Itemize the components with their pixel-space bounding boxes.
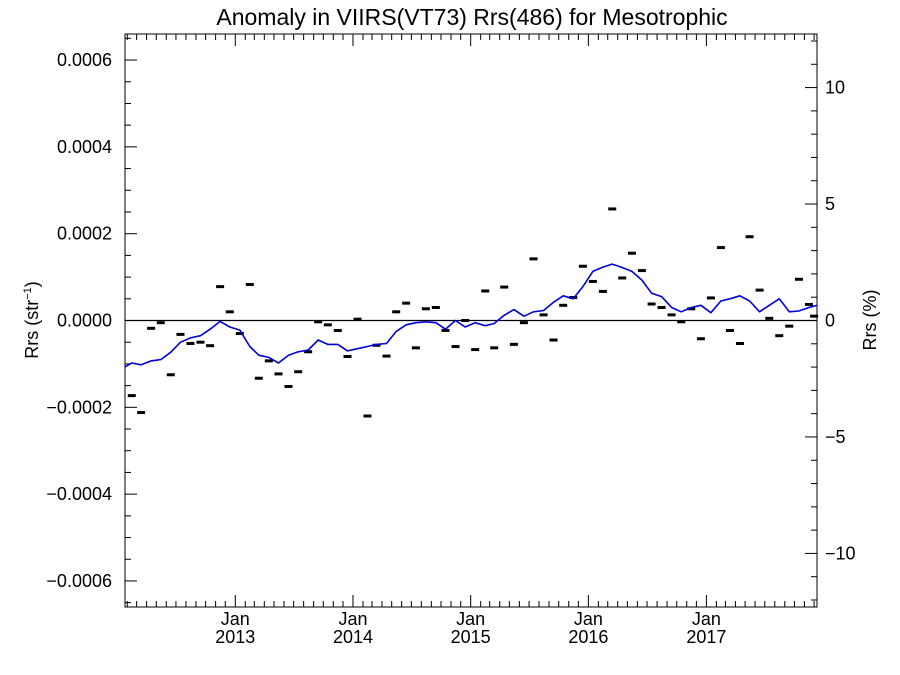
y-left-tick-label: −0.0006 xyxy=(46,571,112,591)
anomaly-point xyxy=(706,296,715,300)
anomaly-point xyxy=(225,310,234,314)
y-right-tick-label: 0 xyxy=(825,311,835,331)
anomaly-point xyxy=(147,326,156,330)
anomaly-point xyxy=(481,289,490,293)
anomaly-point xyxy=(372,343,381,347)
anomaly-point xyxy=(765,316,774,320)
anomaly-point xyxy=(539,313,548,317)
anomaly-point xyxy=(696,337,705,341)
anomaly-point xyxy=(588,279,597,283)
anomaly-point xyxy=(245,282,254,286)
anomaly-point xyxy=(343,355,352,359)
anomaly-point xyxy=(216,285,225,289)
anomaly-point xyxy=(166,373,175,377)
anomaly-point xyxy=(137,411,146,415)
anomaly-point xyxy=(716,246,725,250)
anomaly-point xyxy=(461,319,470,322)
y-right-tick-label: 10 xyxy=(825,78,845,98)
anomaly-point xyxy=(186,342,195,346)
y-axis-left-title: Rrs (str−1) xyxy=(22,281,42,359)
x-tick-month-label: Jan xyxy=(456,609,485,629)
anomaly-point xyxy=(254,376,263,380)
anomaly-point xyxy=(608,207,617,211)
anomaly-point xyxy=(618,276,627,280)
anomaly-point xyxy=(304,350,313,354)
y-right-tick-label: 5 xyxy=(825,194,835,214)
anomaly-point xyxy=(421,307,430,311)
anomaly-point xyxy=(687,307,696,311)
anomaly-point xyxy=(451,345,460,349)
x-tick-year-label: 2014 xyxy=(333,627,373,647)
anomaly-point xyxy=(775,334,784,338)
anomaly-point xyxy=(578,264,587,268)
anomaly-point xyxy=(490,346,499,350)
anomaly-point xyxy=(264,359,273,363)
anomaly-point xyxy=(725,328,734,332)
anomaly-point xyxy=(284,384,293,388)
x-tick-month-label: Jan xyxy=(221,609,250,629)
anomaly-point xyxy=(637,269,646,273)
anomaly-point xyxy=(127,394,136,398)
anomaly-point xyxy=(500,285,509,289)
anomaly-point xyxy=(755,288,764,292)
y-left-tick-label: −0.0002 xyxy=(46,397,112,417)
x-tick-month-label: Jan xyxy=(338,609,367,629)
anomaly-point xyxy=(657,305,666,309)
x-tick-month-label: Jan xyxy=(574,609,603,629)
anomaly-point xyxy=(235,332,244,336)
anomaly-point xyxy=(176,332,185,336)
anomaly-point xyxy=(647,302,656,306)
anomaly-point xyxy=(294,370,303,374)
y-right-tick-label: −10 xyxy=(825,543,856,563)
chart-title: Anomaly in VIIRS(VT73) Rrs(486) for Meso… xyxy=(216,4,727,30)
running-mean-line xyxy=(124,263,818,368)
x-tick-year-label: 2016 xyxy=(568,627,608,647)
y-axis-right-title: Rrs (%) xyxy=(860,290,880,351)
anomaly-point xyxy=(627,251,636,255)
anomaly-point xyxy=(156,321,165,325)
anomaly-point xyxy=(804,302,813,306)
anomaly-point xyxy=(206,344,215,348)
anomaly-point xyxy=(323,323,332,327)
x-tick-year-label: 2013 xyxy=(215,627,255,647)
anomaly-point xyxy=(411,346,420,350)
anomaly-point xyxy=(735,342,744,346)
anomaly-point xyxy=(471,348,480,352)
anomaly-point xyxy=(745,235,754,239)
anomaly-point xyxy=(314,320,323,324)
anomaly-point xyxy=(785,324,794,328)
y-left-tick-label: −0.0004 xyxy=(46,484,112,504)
anomaly-point xyxy=(549,338,558,342)
anomaly-point xyxy=(810,314,819,318)
anomaly-point xyxy=(529,257,538,261)
anomaly-point xyxy=(559,303,568,307)
anomaly-point xyxy=(363,414,372,418)
x-tick-year-label: 2015 xyxy=(451,627,491,647)
y-right-tick-label: −5 xyxy=(825,427,846,447)
anomaly-point xyxy=(196,340,205,344)
y-left-tick-label: 0.0004 xyxy=(57,137,112,157)
anomaly-point xyxy=(519,321,528,325)
anomaly-point xyxy=(382,354,391,358)
y-left-tick-label: 0.0002 xyxy=(57,224,112,244)
anomaly-point xyxy=(794,277,803,281)
x-tick-year-label: 2017 xyxy=(686,627,726,647)
anomaly-point xyxy=(353,317,362,321)
anomaly-point xyxy=(667,313,676,317)
anomaly-point xyxy=(392,310,401,314)
anomaly-point xyxy=(441,328,450,332)
anomaly-point xyxy=(402,301,411,305)
y-left-tick-label: 0.0000 xyxy=(57,311,112,331)
y-left-tick-label: 0.0006 xyxy=(57,50,112,70)
anomaly-point xyxy=(598,289,607,293)
anomaly-point xyxy=(677,320,686,324)
anomaly-point xyxy=(333,328,342,332)
anomaly-point xyxy=(431,305,440,309)
anomaly-point xyxy=(509,342,518,346)
plot-area: 0.0006 0.0004 0.0002 0.0000 −0.0002 −0.0004 −0… xyxy=(46,33,856,647)
x-tick-month-label: Jan xyxy=(692,609,721,629)
anomaly-point xyxy=(274,372,283,376)
